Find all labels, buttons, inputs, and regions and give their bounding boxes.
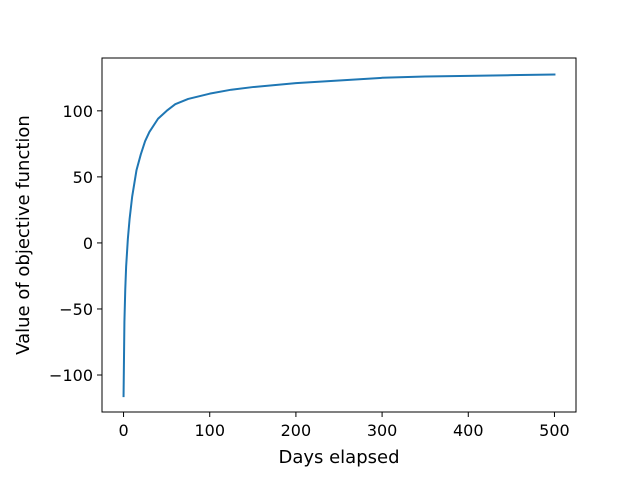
y-tick-label: −100 (49, 366, 93, 385)
y-axis: −100 −50 0 50 100 (49, 102, 102, 385)
x-tick-label: 0 (118, 421, 128, 440)
x-tick-label: 200 (281, 421, 312, 440)
plot-area (102, 58, 576, 412)
x-axis-label: Days elapsed (278, 447, 399, 468)
x-tick-label: 300 (367, 421, 398, 440)
plot-frame (101, 57, 577, 413)
y-tick-label: 100 (62, 102, 93, 121)
y-axis-label: Value of objective function (13, 115, 34, 355)
x-tick-label: 500 (539, 421, 570, 440)
series-line-0 (122, 73, 556, 398)
series-layer (122, 73, 556, 398)
y-tick-label: 0 (83, 234, 93, 253)
y-tick-label: 50 (73, 168, 93, 187)
x-axis: 0 100 200 300 400 500 (118, 412, 570, 440)
y-tick-label: −50 (59, 300, 93, 319)
x-tick-label: 100 (194, 421, 225, 440)
x-tick-label: 400 (453, 421, 484, 440)
